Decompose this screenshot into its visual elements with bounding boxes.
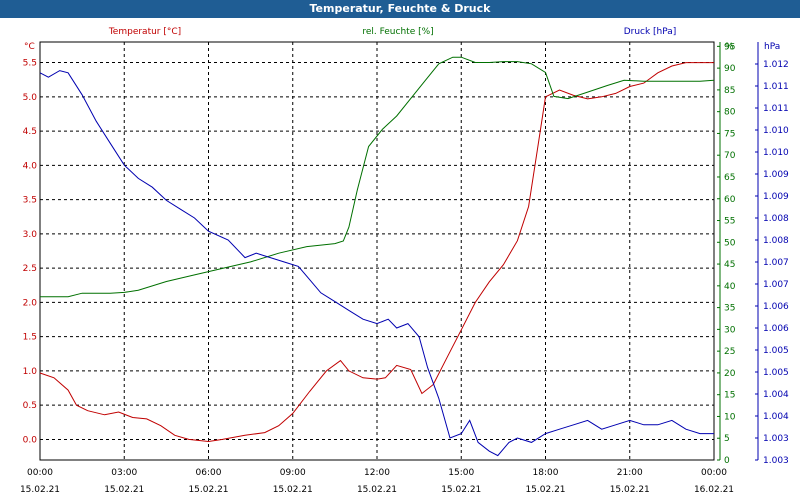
humidity-tick-label: 80 — [724, 108, 736, 118]
x-tick-label-date: 15.02.21 — [441, 485, 481, 495]
x-tick-label-time: 00:00 — [27, 468, 53, 478]
x-tick-label-time: 06:00 — [196, 468, 222, 478]
humidity-tick-label: 5 — [724, 434, 730, 444]
x-tick-label-date: 15.02.21 — [525, 485, 565, 495]
temperature-series-line — [39, 62, 714, 443]
humidity-tick-label: 85 — [724, 86, 735, 96]
temperature-tick-label: 0.0 — [23, 435, 38, 445]
temperature-tick-label: 2.5 — [23, 264, 37, 274]
temperature-tick-label: 1.5 — [23, 333, 37, 343]
temperature-tick-label: 5.0 — [23, 93, 38, 103]
chart-title: Temperatur, Feuchte & Druck — [0, 0, 800, 18]
x-tick-label-time: 03:00 — [111, 468, 137, 478]
x-tick-label-date: 15.02.21 — [610, 485, 650, 495]
temperature-tick-label: 1.0 — [23, 367, 38, 377]
humidity-unit-label: % — [725, 42, 734, 52]
humidity-tick-label: 40 — [724, 282, 736, 292]
pressure-tick-label: 1.003 — [763, 434, 789, 444]
humidity-tick-label: 65 — [724, 173, 735, 183]
humidity-tick-label: 20 — [724, 369, 736, 379]
humidity-tick-label: 0 — [724, 456, 730, 466]
x-tick-label-date: 16.02.21 — [694, 485, 734, 495]
temperature-unit-label: °C — [24, 42, 35, 52]
pressure-tick-label: 1.006 — [763, 302, 789, 312]
temperature-tick-label: 4.5 — [23, 127, 37, 137]
x-tick-label-time: 21:00 — [617, 468, 643, 478]
temperature-tick-label: 3.5 — [23, 196, 37, 206]
temperature-tick-label: 5.5 — [23, 59, 37, 69]
humidity-tick-label: 55 — [724, 217, 735, 227]
humidity-tick-label: 10 — [724, 412, 736, 422]
x-tick-label-time: 09:00 — [280, 468, 306, 478]
x-tick-label-time: 18:00 — [533, 468, 559, 478]
humidity-tick-label: 15 — [724, 391, 735, 401]
humidity-tick-label: 95 — [724, 42, 735, 52]
x-tick-label-date: 15.02.21 — [357, 485, 397, 495]
x-tick-label-time: 00:00 — [701, 468, 727, 478]
pressure-tick-label: 1.009 — [763, 192, 789, 202]
pressure-tick-label: 1.006 — [763, 324, 789, 334]
pressure-tick-label: 1.005 — [763, 368, 789, 378]
pressure-tick-label: 1.007 — [763, 258, 789, 268]
humidity-tick-label: 25 — [724, 347, 735, 357]
legend-temperature: Temperatur [°C] — [108, 27, 181, 37]
pressure-tick-label: 1.011 — [763, 104, 789, 114]
pressure-series-line — [39, 70, 714, 457]
temperature-tick-label: 0.5 — [23, 401, 37, 411]
temperature-tick-label: 3.0 — [23, 230, 38, 240]
pressure-tick-label: 1.011 — [763, 82, 789, 92]
pressure-tick-label: 1.007 — [763, 280, 789, 290]
x-tick-label-date: 15.02.21 — [273, 485, 313, 495]
x-tick-label-time: 12:00 — [364, 468, 390, 478]
x-tick-label-date: 15.02.21 — [20, 485, 60, 495]
pressure-tick-label: 1.008 — [763, 236, 789, 246]
humidity-tick-label: 60 — [724, 195, 736, 205]
pressure-tick-label: 1.005 — [763, 346, 789, 356]
humidity-tick-label: 50 — [724, 238, 736, 248]
pressure-tick-label: 1.010 — [763, 148, 789, 158]
humidity-tick-label: 45 — [724, 260, 735, 270]
x-tick-label-date: 15.02.21 — [188, 485, 228, 495]
temperature-tick-label: 4.0 — [23, 161, 38, 171]
pressure-tick-label: 1.004 — [763, 390, 789, 400]
humidity-tick-label: 70 — [724, 151, 736, 161]
pressure-tick-label: 1.008 — [763, 214, 789, 224]
legend-pressure: Druck [hPa] — [624, 27, 677, 37]
legend-humidity: rel. Feuchte [%] — [362, 27, 433, 37]
humidity-tick-label: 30 — [724, 325, 736, 335]
humidity-tick-label: 75 — [724, 129, 735, 139]
x-tick-label-time: 15:00 — [448, 468, 474, 478]
x-tick-label-date: 15.02.21 — [104, 485, 144, 495]
pressure-tick-label: 1.012 — [763, 60, 789, 70]
pressure-tick-label: 1.009 — [763, 170, 789, 180]
temperature-tick-label: 2.0 — [23, 298, 38, 308]
pressure-tick-label: 1.010 — [763, 126, 789, 136]
pressure-tick-label: 1.003 — [763, 456, 789, 466]
humidity-series-line — [40, 56, 715, 298]
pressure-unit-label: hPa — [764, 42, 780, 52]
humidity-tick-label: 35 — [724, 304, 735, 314]
pressure-tick-label: 1.004 — [763, 412, 789, 422]
humidity-tick-label: 90 — [724, 64, 736, 74]
